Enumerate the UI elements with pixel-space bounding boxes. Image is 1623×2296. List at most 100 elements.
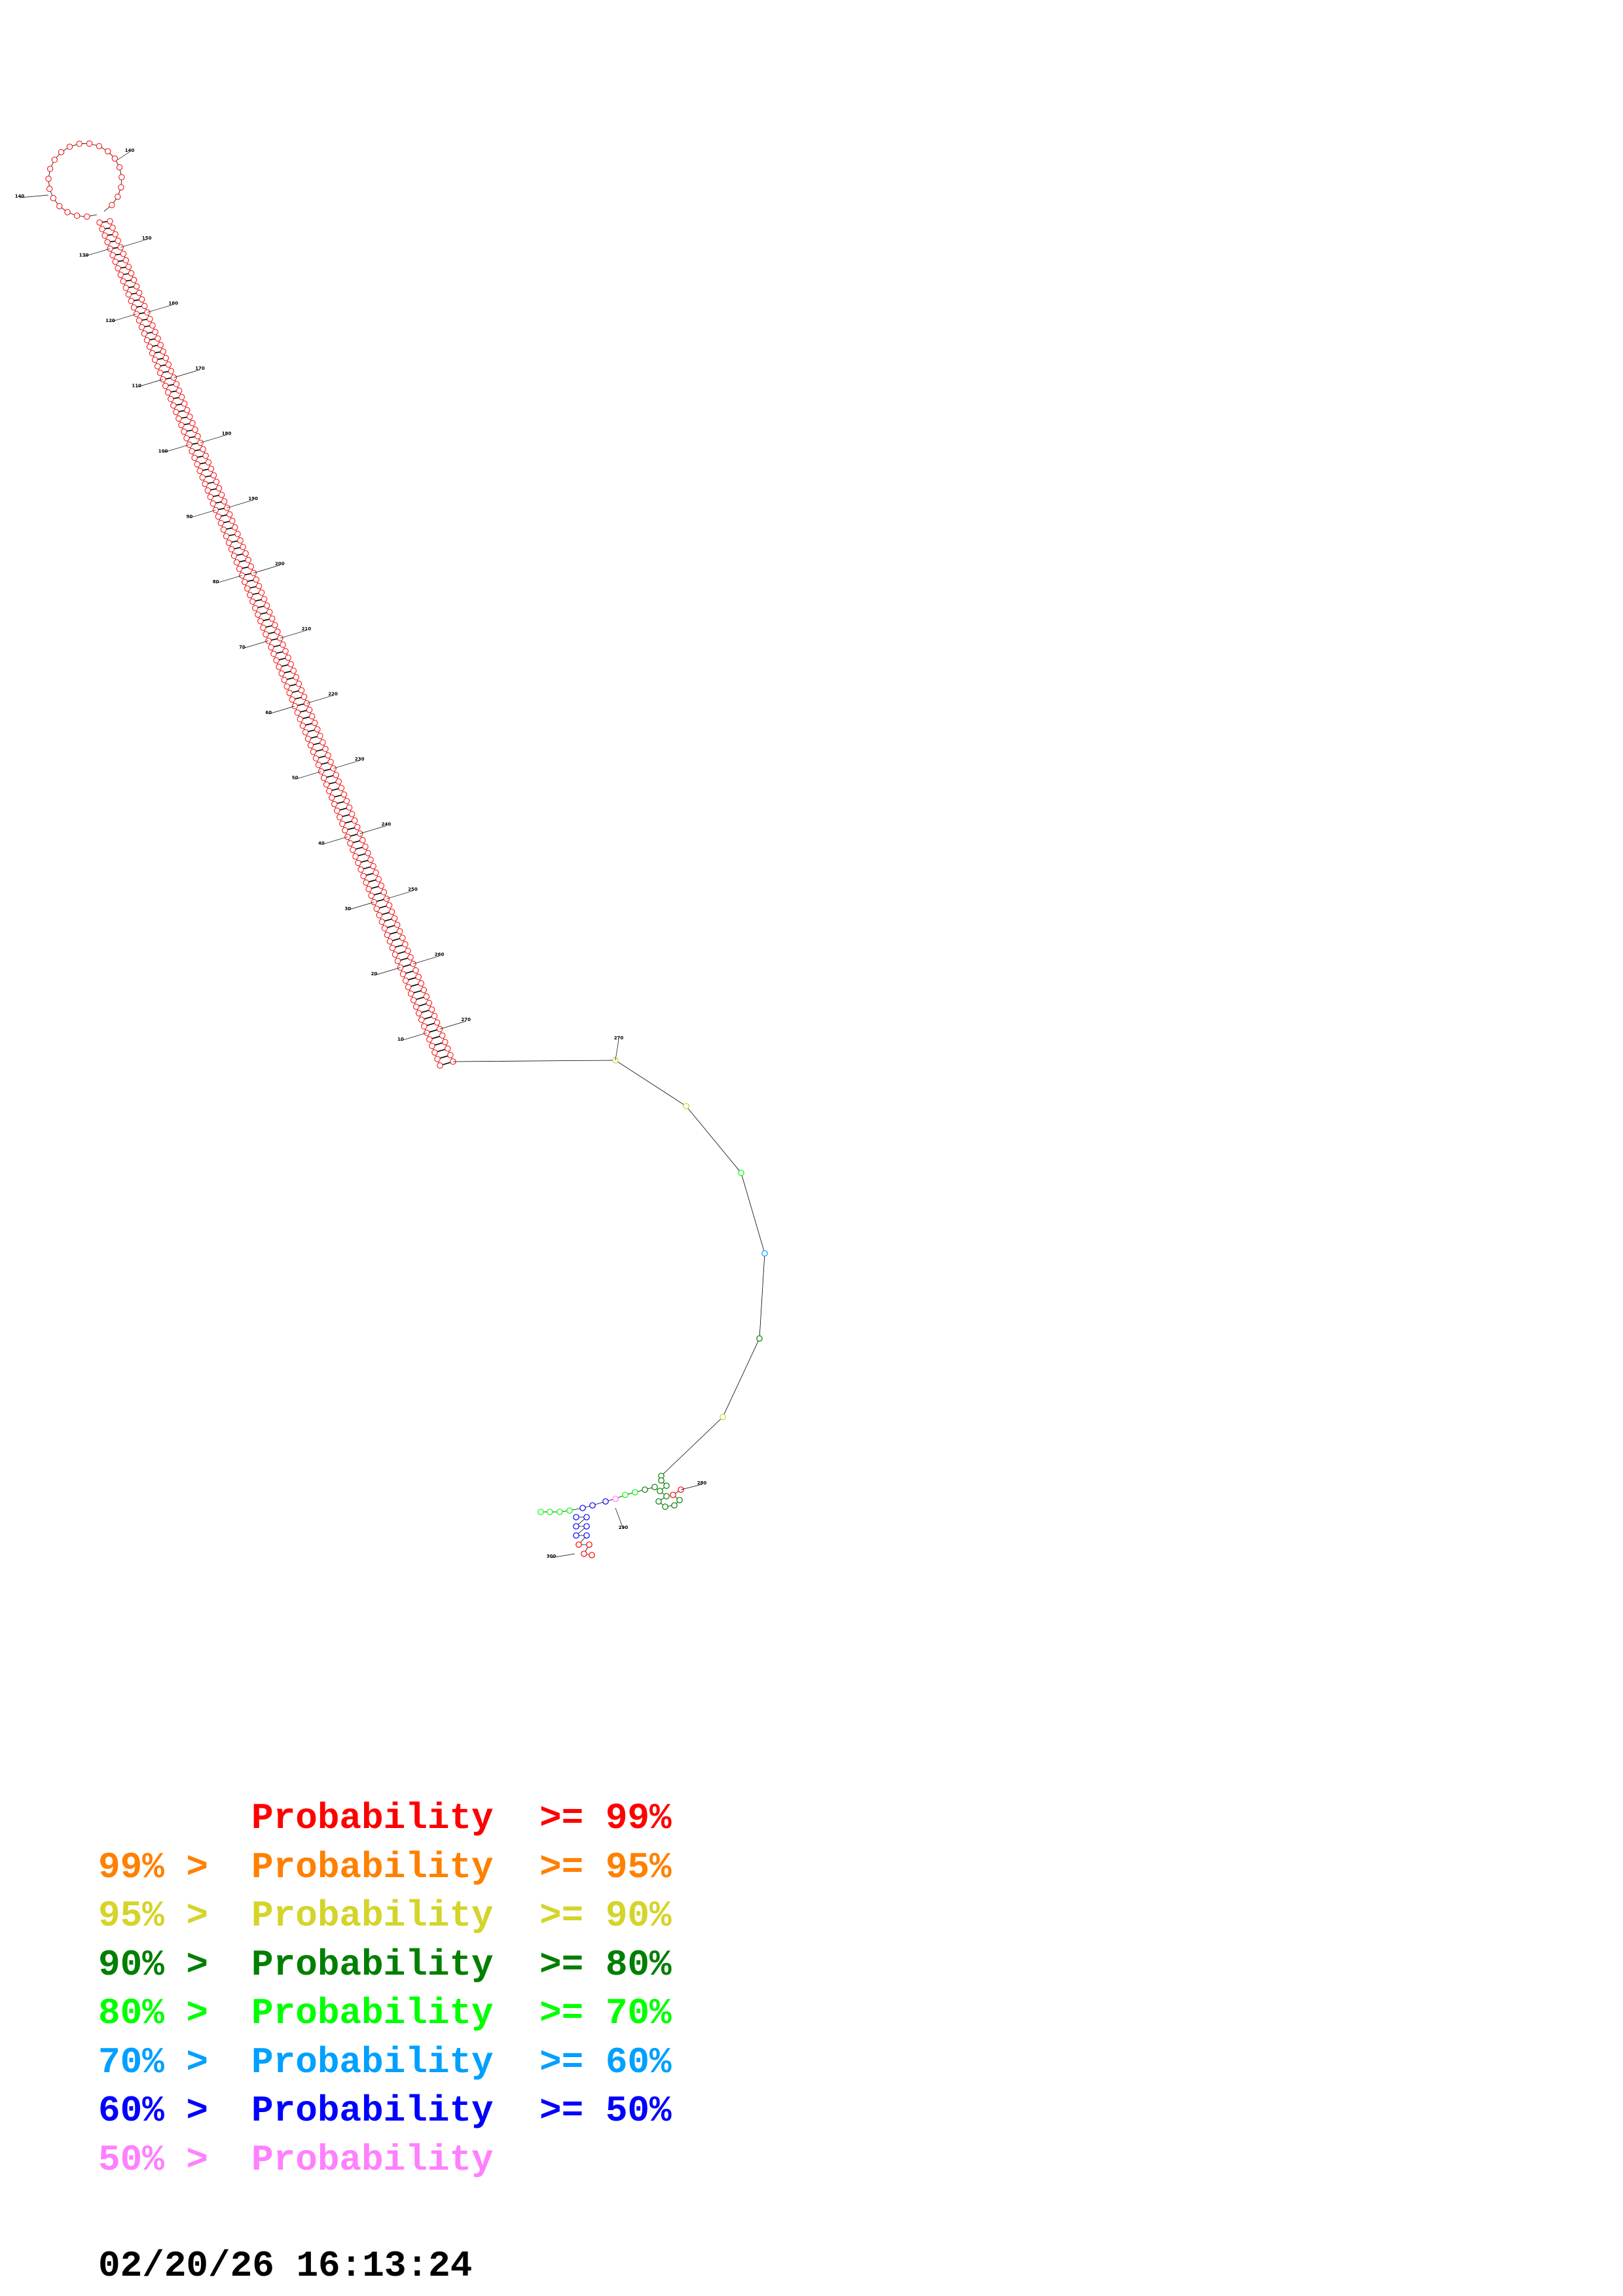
nucleotide-index-label: 220 <box>328 692 338 697</box>
nucleotide-index-label: 240 <box>382 822 392 827</box>
nucleotide <box>420 986 428 994</box>
nucleotide <box>397 928 403 935</box>
nucleotide <box>112 259 119 265</box>
nucleotide <box>220 526 227 533</box>
nucleotide <box>286 690 293 696</box>
nucleotide <box>556 1509 563 1515</box>
nucleotide <box>170 402 177 409</box>
nucleotide <box>319 739 326 745</box>
nucleotide-index-label: 110 <box>132 384 141 389</box>
nucleotide <box>157 342 164 348</box>
nucleotide <box>393 922 401 928</box>
nucleotide <box>350 846 356 853</box>
nucleotide <box>215 485 223 492</box>
nucleotide <box>56 203 63 209</box>
nucleotide <box>210 500 217 507</box>
nucleotide <box>160 348 166 355</box>
nucleotide <box>405 948 411 954</box>
nucleotide <box>365 886 372 893</box>
label-tick <box>162 444 190 453</box>
nucleotide-index-label: 20 <box>371 971 378 977</box>
nucleotide <box>670 1492 676 1498</box>
nucleotide <box>125 291 132 298</box>
nucleotide <box>138 324 145 331</box>
nucleotide <box>314 726 321 733</box>
nucleotide <box>433 1019 441 1026</box>
nucleotide <box>109 252 116 259</box>
nucleotide <box>676 1497 683 1503</box>
nucleotide <box>125 263 132 270</box>
nucleotide <box>602 1498 609 1505</box>
nucleotide <box>263 602 270 609</box>
label-tick <box>227 499 253 509</box>
nucleotide <box>109 224 116 231</box>
nucleotide <box>421 1023 428 1030</box>
nucleotide <box>273 657 280 664</box>
nucleotide <box>282 648 289 655</box>
nucleotide <box>373 869 379 876</box>
nucleotide <box>255 583 263 590</box>
label-tick <box>19 194 49 198</box>
legend-label: Probability <box>251 2090 494 2132</box>
nucleotide <box>418 980 424 987</box>
nucleotide <box>189 448 195 455</box>
nucleotide <box>683 1103 689 1109</box>
single-strand-backbone <box>452 1057 768 1479</box>
nucleotide-index-label: 200 <box>275 561 285 566</box>
nucleotide <box>415 973 422 980</box>
label-tick <box>189 509 216 518</box>
nucleotide <box>375 876 382 883</box>
nucleotide <box>168 395 174 403</box>
nucleotide <box>538 1509 544 1515</box>
nucleotide <box>589 1502 596 1509</box>
nucleotide <box>130 304 137 311</box>
nucleotide <box>237 537 244 544</box>
nucleotide <box>141 331 148 337</box>
nucleotide <box>410 997 417 1003</box>
legend-range-suffix: >= 60% <box>539 2041 672 2083</box>
nucleotide <box>175 387 183 394</box>
nucleotide <box>413 1003 420 1010</box>
nucleotide <box>347 840 354 847</box>
nucleotide <box>196 467 203 475</box>
nucleotide <box>423 993 430 1000</box>
nucleotide <box>229 518 236 524</box>
nucleotide <box>337 814 343 821</box>
nucleotide <box>128 298 135 304</box>
single-strand-line <box>452 1060 765 1477</box>
nucleotide <box>429 1043 435 1049</box>
nucleotide <box>389 944 396 951</box>
nucleotide <box>151 356 158 363</box>
legend-range-suffix: >= 70% <box>539 1992 672 2034</box>
nucleotide <box>154 363 161 370</box>
nucleotide <box>322 745 329 752</box>
helix-backbone-left <box>99 222 441 1066</box>
legend-label: Probability <box>251 1992 494 2034</box>
nucleotide <box>107 218 113 224</box>
nucleotide <box>162 382 169 389</box>
nucleotide <box>583 1523 590 1530</box>
nucleotide <box>431 1049 438 1056</box>
legend-range-prefix: 90% > <box>98 1943 209 1986</box>
nucleotide <box>46 166 54 172</box>
nucleotide <box>407 990 414 997</box>
legend-label: Probability <box>251 2041 494 2083</box>
nucleotide <box>165 361 172 368</box>
nucleotide <box>274 628 281 635</box>
nucleotide <box>612 1496 619 1502</box>
nucleotide <box>547 1509 553 1515</box>
nucleotide-index-label: 140 <box>15 194 25 199</box>
nucleotide <box>338 785 345 791</box>
nucleotide-index-label: 170 <box>195 366 205 371</box>
nucleotide-index-labels: 10 20 30 40 50 60 70 80 90 100 110 120 130 150 160 170 1… <box>15 148 707 1559</box>
nucleotide-index-label: 250 <box>408 887 418 892</box>
nucleotide <box>657 1488 663 1494</box>
nucleotide-index-label: 160 <box>169 300 179 306</box>
nucleotide <box>294 709 301 716</box>
nucleotide-index-label: 230 <box>355 757 365 762</box>
nucleotide <box>130 276 137 283</box>
nucleotide <box>329 794 335 801</box>
nucleotide <box>671 1502 678 1509</box>
nucleotide <box>392 951 399 958</box>
label-tick <box>551 1553 575 1558</box>
